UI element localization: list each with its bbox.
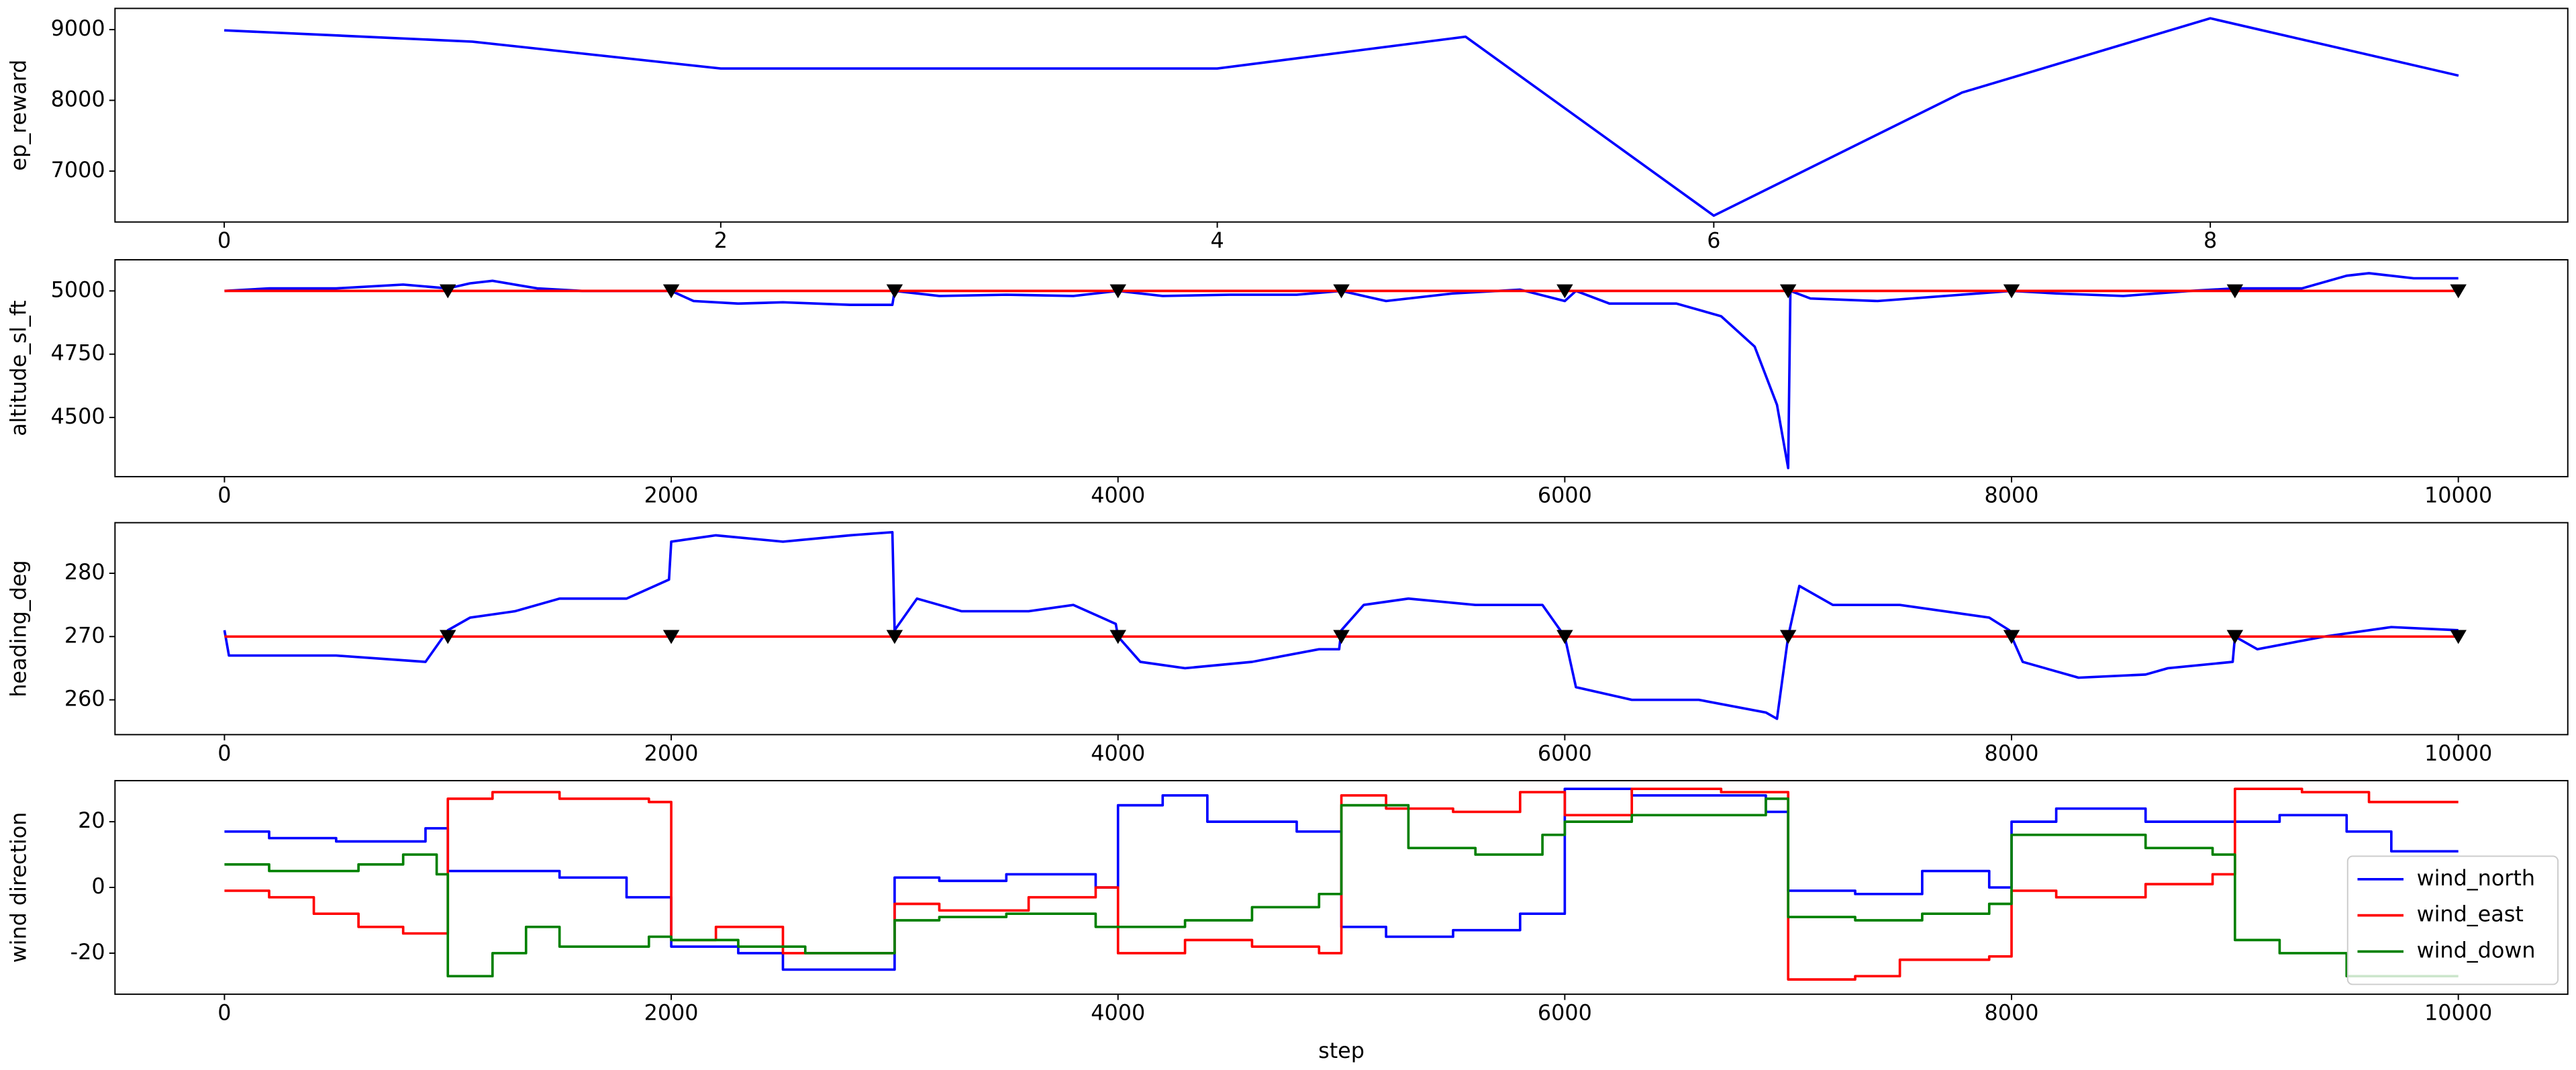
y-tick-label: 4750 xyxy=(51,340,105,366)
legend: wind_north wind_east wind_down xyxy=(2346,855,2559,985)
series-line xyxy=(224,17,2459,217)
series-line xyxy=(224,787,2459,981)
x-tick-label: 0 xyxy=(217,228,231,253)
x-tick-label: 4000 xyxy=(1091,740,1145,766)
subplot: 0 2000 4000 6000 8000 10000 -20 0 20 wind directi… xyxy=(5,779,2569,1063)
marker xyxy=(2450,630,2467,644)
x-tick-label: 10000 xyxy=(2424,740,2492,766)
x-tick-label: 4 xyxy=(1210,228,1224,253)
x-tick-label: 8000 xyxy=(1985,1000,2039,1026)
legend-label: wind_east xyxy=(2417,902,2524,927)
marker xyxy=(1556,284,1573,299)
x-tick-label: 8000 xyxy=(1985,482,2039,507)
marker xyxy=(2003,630,2020,644)
x-tick-label: 8000 xyxy=(1985,740,2039,766)
y-axis-label: ep_reward xyxy=(5,60,31,171)
x-tick-label: 0 xyxy=(217,740,231,766)
marker xyxy=(1779,284,1797,299)
x-tick-label: 2000 xyxy=(644,740,699,766)
x-tick-label: 2000 xyxy=(644,1000,699,1026)
x-tick-label: 4000 xyxy=(1091,482,1145,507)
x-tick-label: 6000 xyxy=(1538,740,1592,766)
y-tick-label: 5000 xyxy=(51,277,105,302)
x-tick-label: 0 xyxy=(217,482,231,507)
x-tick-label: 10000 xyxy=(2424,482,2492,507)
y-tick-label: 0 xyxy=(91,873,105,899)
marker xyxy=(2003,284,2020,299)
y-axis-label: wind direction xyxy=(5,812,31,963)
marker xyxy=(662,284,680,299)
marker xyxy=(440,284,456,299)
x-tick-label: 6000 xyxy=(1538,1000,1592,1026)
axes-frame xyxy=(114,522,2569,736)
marker xyxy=(886,284,903,299)
y-tick-label: 9000 xyxy=(51,15,105,41)
marker xyxy=(1333,284,1350,299)
x-tick-label: 2000 xyxy=(644,482,699,507)
y-tick-label: 20 xyxy=(78,808,105,833)
y-tick-label: 8000 xyxy=(51,86,105,111)
marker xyxy=(1109,284,1126,299)
plot-area xyxy=(224,787,2459,981)
axes-frame xyxy=(114,7,2569,223)
y-tick-label: 280 xyxy=(64,559,105,585)
x-tick-label: 6 xyxy=(1707,228,1720,253)
plot-area xyxy=(223,530,2459,720)
y-tick-label: 260 xyxy=(64,686,105,712)
marker xyxy=(2450,284,2467,299)
marker xyxy=(1109,630,1126,644)
subplot: 0 2000 4000 6000 8000 10000 260 270 280 heading_d… xyxy=(5,522,2569,766)
marker xyxy=(1333,630,1350,644)
series-line xyxy=(224,787,2459,971)
axes-frame xyxy=(114,259,2569,478)
y-tick-label: 7000 xyxy=(51,157,105,183)
x-tick-label: 6000 xyxy=(1538,482,1592,507)
x-tick-label: 0 xyxy=(217,1000,231,1026)
axes-frame xyxy=(114,779,2569,995)
marker xyxy=(886,630,903,644)
x-tick-label: 2 xyxy=(714,228,728,253)
marker xyxy=(662,630,680,644)
legend-label: wind_down xyxy=(2417,937,2536,963)
marker xyxy=(440,630,456,644)
x-axis-label: step xyxy=(1318,1038,1365,1063)
y-tick-label: -20 xyxy=(70,939,105,965)
y-tick-label: 4500 xyxy=(51,403,105,429)
plot-area xyxy=(224,272,2459,470)
marker xyxy=(1779,630,1797,644)
series-line xyxy=(223,530,2459,720)
y-tick-label: 270 xyxy=(64,622,105,648)
marker xyxy=(2226,630,2244,644)
legend-label: wind_north xyxy=(2417,865,2535,891)
subplot: 0 2 4 6 8 7000 8000 9000 ep_reward xyxy=(5,7,2569,253)
marker xyxy=(1556,630,1573,644)
y-axis-label: altitude_sl_ft xyxy=(5,300,31,436)
x-tick-label: 4000 xyxy=(1091,1000,1145,1026)
x-tick-label: 8 xyxy=(2203,228,2217,253)
y-axis-label: heading_deg xyxy=(5,560,31,697)
marker xyxy=(2226,284,2244,299)
series-line xyxy=(224,272,2459,470)
x-tick-label: 10000 xyxy=(2424,1000,2492,1026)
plot-area xyxy=(224,17,2459,217)
series-line xyxy=(224,797,2459,978)
subplot: 0 2000 4000 6000 8000 10000 4500 4750 5000 altitu… xyxy=(5,259,2569,507)
